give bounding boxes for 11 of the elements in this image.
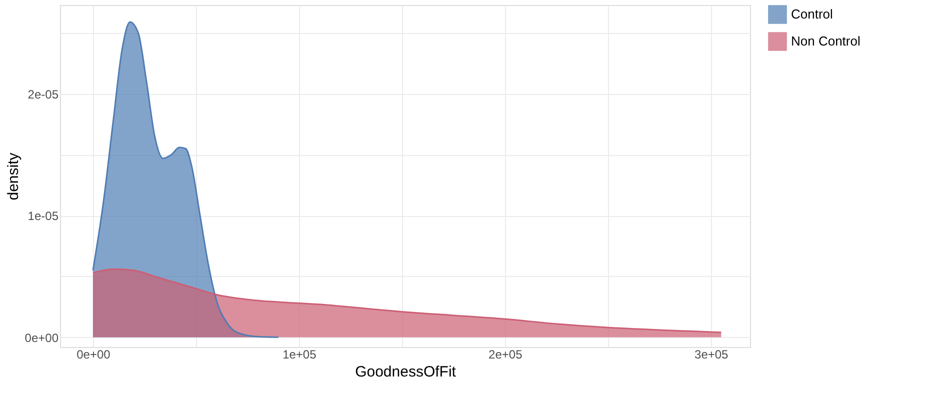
y-tick-label: 0e+00	[24, 330, 59, 345]
x-tick-label: 2e+05	[488, 348, 523, 362]
y-tick-label: 2e-05	[28, 87, 59, 102]
x-tick-label: 3e+05	[694, 348, 729, 362]
x-axis-title: GoodnessOfFit	[355, 364, 457, 380]
y-axis-title: density	[4, 152, 22, 200]
x-tick-label: 1e+05	[282, 348, 317, 362]
y-tick-label: 1e-05	[28, 209, 59, 224]
legend-label: Control	[791, 6, 834, 22]
x-tick-label: 0e+00	[76, 348, 111, 362]
legend-label: Non Control	[791, 34, 860, 48]
